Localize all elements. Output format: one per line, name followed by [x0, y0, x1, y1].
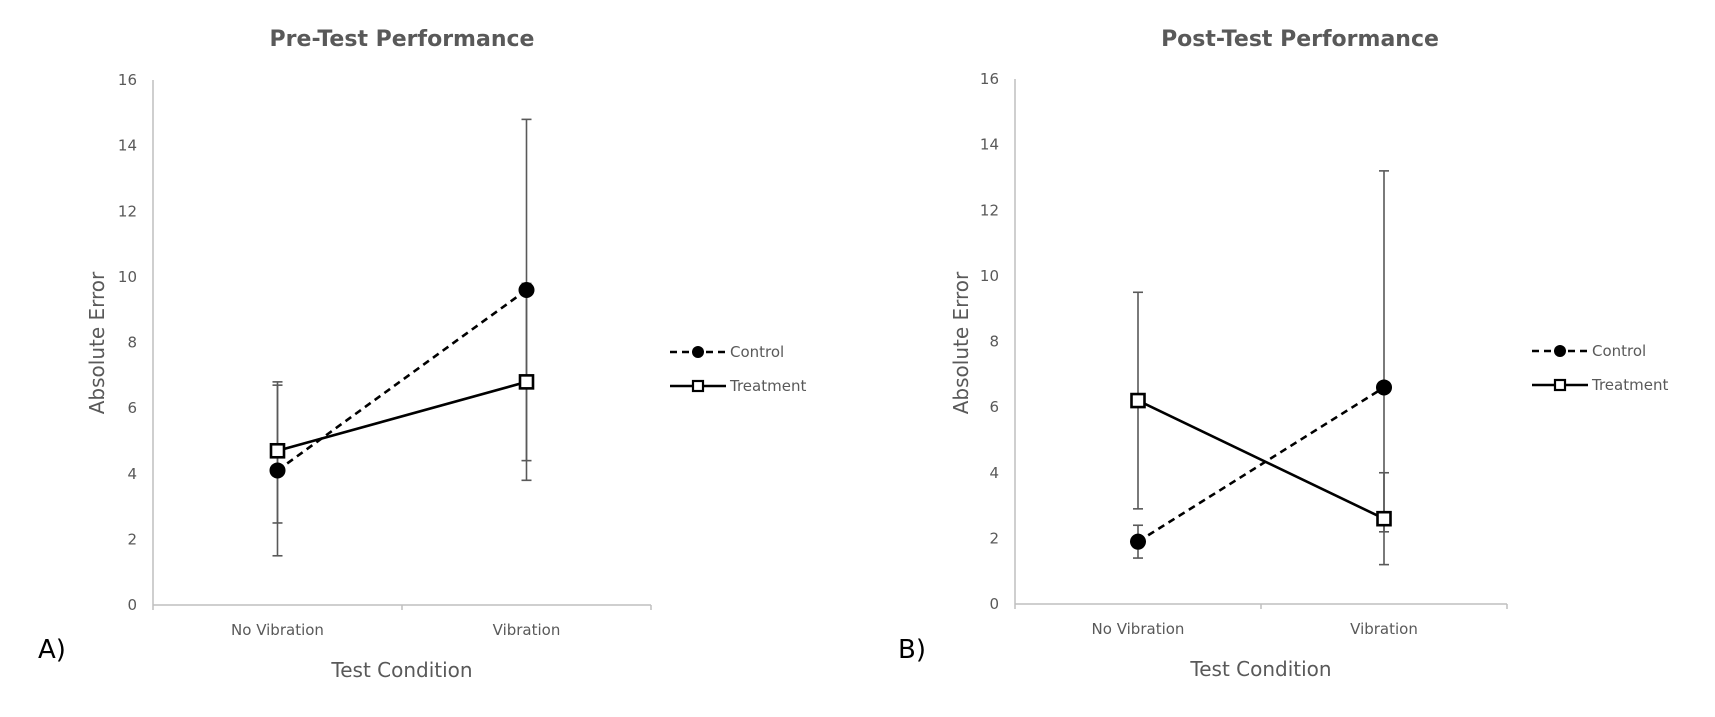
y-tick-label: 6 [127, 399, 137, 417]
y-axis-label: Absolute Error [949, 271, 973, 414]
y-tick-label: 4 [127, 465, 137, 483]
data-point-control [518, 282, 535, 298]
legend-label-control: Control [1592, 342, 1646, 360]
y-tick-label: 8 [127, 334, 137, 352]
y-tick-label: 10 [980, 267, 999, 285]
y-tick-label: 0 [127, 596, 137, 614]
y-tick-label: 4 [989, 464, 999, 482]
y-tick-label: 2 [127, 530, 137, 548]
x-tick-label: Vibration [1350, 620, 1418, 638]
panel-label: B) [898, 635, 926, 665]
y-tick-label: 8 [989, 333, 999, 351]
chart-title: Post-Test Performance [1161, 27, 1439, 52]
panel-label: A) [38, 635, 66, 665]
x-axis-label: Test Condition [330, 658, 472, 682]
legend: Control Treatment [1532, 342, 1668, 394]
chart-post-test: Post-Test Performance B) Test Condition … [898, 27, 1668, 681]
series-line-treatment [1137, 399, 1385, 520]
y-axis-label: Absolute Error [85, 271, 109, 414]
axes [1014, 79, 1508, 609]
y-tick-label: 14 [980, 136, 999, 154]
x-tick-labels: No Vibration Vibration [1092, 620, 1418, 638]
legend-label-control: Control [730, 343, 784, 361]
y-tick-label: 10 [118, 268, 137, 286]
data-point-treatment [1376, 510, 1392, 527]
chart-title: Pre-Test Performance [270, 27, 535, 52]
y-tick-label: 0 [989, 595, 999, 613]
legend-marker-square-icon [1553, 378, 1567, 392]
data-point-treatment [269, 442, 286, 459]
chart-pre-test: Pre-Test Performance A) Test Condition A… [38, 27, 806, 682]
series-line-treatment [277, 380, 527, 453]
x-tick-label: No Vibration [231, 621, 324, 639]
y-tick-label: 12 [118, 202, 137, 220]
data-point-treatment [1130, 392, 1146, 409]
plot-marks [1130, 170, 1392, 566]
x-tick-labels: No Vibration Vibration [231, 621, 560, 639]
plot-marks [269, 118, 535, 557]
y-tick-labels: 0 2 4 6 8 10 12 14 16 [980, 70, 999, 613]
data-point-control [269, 462, 286, 479]
y-tick-label: 16 [980, 70, 999, 88]
y-tick-labels: 0 2 4 6 8 10 12 14 16 [118, 71, 137, 614]
y-tick-label: 14 [118, 137, 137, 155]
y-tick-label: 6 [989, 398, 999, 416]
x-axis-label: Test Condition [1189, 657, 1331, 681]
series-line-control [276, 288, 528, 472]
data-point-control [1376, 379, 1392, 396]
legend-marker-circle-icon [1554, 345, 1566, 357]
axes [152, 80, 652, 610]
legend-marker-circle-icon [692, 346, 704, 358]
data-point-control [1130, 533, 1146, 550]
legend-label-treatment: Treatment [1591, 376, 1668, 394]
y-tick-label: 12 [980, 201, 999, 219]
y-tick-label: 2 [989, 529, 999, 547]
data-point-treatment [518, 374, 535, 390]
series-line-control [1137, 386, 1385, 543]
legend: Control Treatment [670, 343, 806, 395]
x-tick-label: No Vibration [1092, 620, 1185, 638]
legend-marker-square-icon [691, 379, 705, 393]
y-tick-label: 16 [118, 71, 137, 89]
x-tick-label: Vibration [493, 621, 561, 639]
legend-label-treatment: Treatment [729, 377, 806, 395]
